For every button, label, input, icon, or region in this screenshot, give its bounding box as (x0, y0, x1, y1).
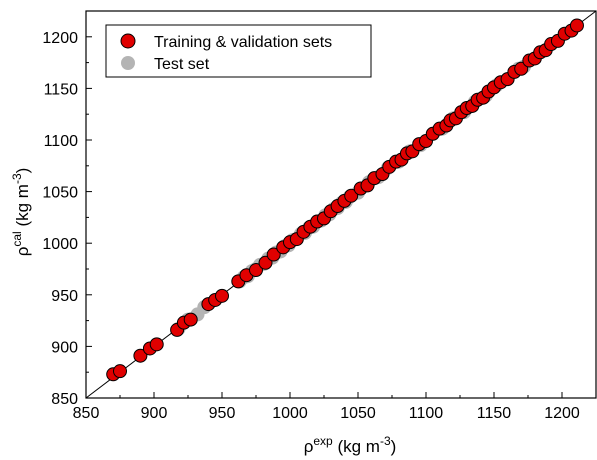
training-point (258, 255, 273, 270)
training-validation-points (106, 18, 584, 382)
legend-label-training: Training & validation sets (154, 34, 332, 51)
x-tick-label: 1200 (544, 405, 580, 422)
x-tick-label: 900 (141, 405, 168, 422)
plot-frame (85, 10, 597, 399)
y-axis-ticks: 850 900 950 1000 1050 1100 1150 1200 (42, 30, 92, 408)
training-point (569, 18, 584, 33)
legend: Training & validation sets Test set (105, 24, 372, 78)
legend-marker-test (121, 56, 135, 70)
y-tick-label: 900 (51, 339, 78, 356)
y-tick-label: 1000 (42, 236, 78, 253)
training-point (344, 188, 359, 203)
x-tick-label: 1100 (409, 405, 444, 422)
x-tick-label: 1150 (477, 405, 512, 422)
y-tick-label: 1150 (44, 81, 79, 98)
training-point (149, 337, 164, 352)
y-tick-label: 1050 (42, 185, 78, 202)
training-point (113, 364, 127, 379)
x-axis-label: ρexp (kg m-3) (304, 434, 397, 456)
legend-label-test: Test set (154, 56, 210, 73)
y-tick-label: 1100 (44, 133, 79, 150)
x-tick-label: 850 (73, 405, 100, 422)
y-tick-label: 950 (51, 288, 78, 305)
training-point (183, 312, 198, 327)
y-tick-label: 1200 (42, 30, 78, 47)
training-point (266, 247, 281, 262)
legend-marker-training (120, 33, 136, 49)
y-axis-label: ρcal (kg m-3) (10, 168, 32, 257)
x-tick-label: 950 (209, 405, 236, 422)
training-point (249, 263, 263, 278)
training-point (133, 348, 148, 363)
y-tick-label: 850 (51, 391, 78, 408)
legend-box (105, 24, 372, 78)
training-point (215, 288, 229, 303)
x-axis-ticks: 850 900 950 1000 1050 1100 1150 1200 (73, 392, 580, 422)
x-tick-label: 1000 (272, 405, 308, 422)
x-tick-label: 1050 (340, 405, 376, 422)
training-point (514, 61, 529, 76)
